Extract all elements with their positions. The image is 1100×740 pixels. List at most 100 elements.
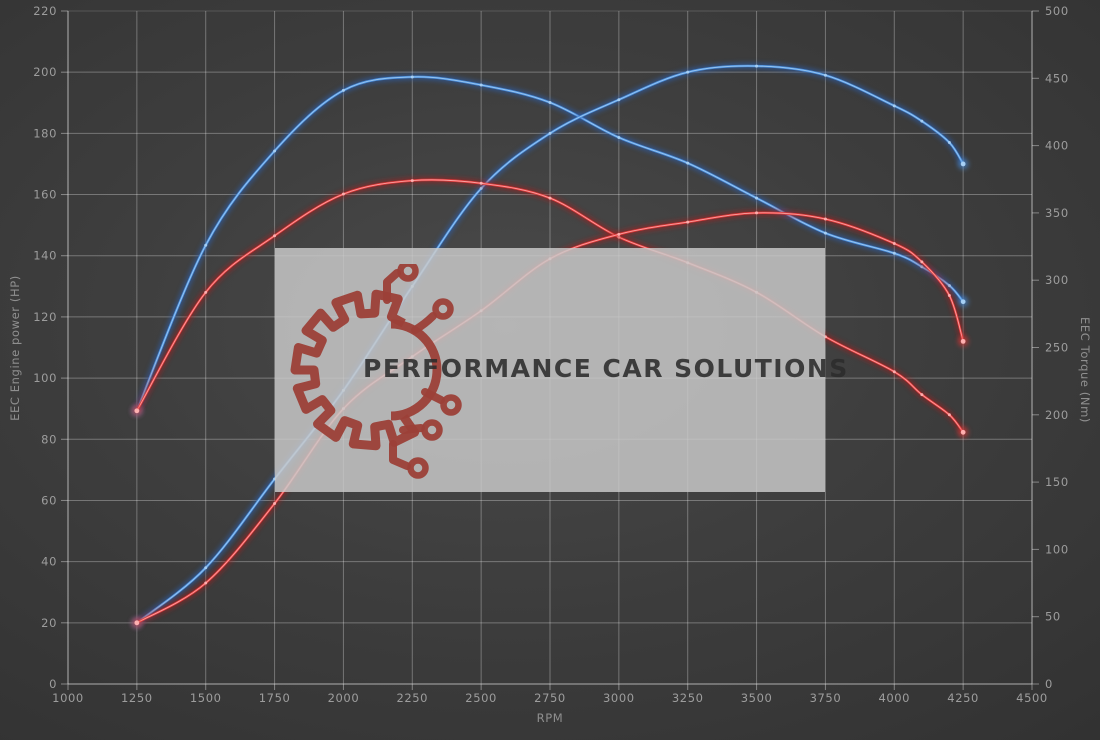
data-point-dot [755, 211, 759, 215]
curve-endpoint [134, 408, 140, 414]
right-tick-label: 250 [1045, 341, 1069, 355]
left-tick-label: 100 [33, 371, 57, 385]
x-tick-label: 2250 [396, 691, 428, 705]
data-point-dot [892, 241, 896, 245]
x-tick-label: 3750 [810, 691, 842, 705]
data-point-dot [823, 231, 827, 235]
curve-endpoint [960, 338, 966, 344]
data-point-dot [204, 290, 208, 294]
data-point-dot [410, 179, 414, 183]
data-point-dot [273, 149, 277, 153]
data-point-dot [947, 293, 951, 297]
gear-inner-arc [390, 319, 442, 421]
left-tick-label: 80 [41, 432, 57, 446]
watermark-overlay: PERFORMANCE CAR SOLUTIONS [275, 248, 849, 492]
data-point-dot [548, 196, 552, 200]
circuit-node [407, 457, 429, 479]
x-tick-label: 2500 [465, 691, 497, 705]
left-tick-label: 160 [33, 188, 57, 202]
left-tick-label: 140 [33, 249, 57, 263]
x-tick-label: 2000 [328, 691, 360, 705]
curve-blue-torque-nm-core [136, 76, 964, 411]
data-point-dot [204, 581, 208, 585]
x-axis-title: RPM [537, 711, 564, 725]
right-tick-label: 400 [1045, 139, 1069, 153]
data-point-dot [755, 196, 759, 200]
data-point-dot [548, 131, 552, 135]
watermark-text: PERFORMANCE CAR SOLUTIONS [363, 353, 849, 383]
data-point-dot [479, 181, 483, 185]
right-tick-label: 0 [1045, 677, 1053, 691]
data-point-dot [341, 192, 345, 196]
right-tick-label: 200 [1045, 408, 1069, 422]
data-point-dot [617, 136, 621, 140]
circuit-node [421, 419, 443, 441]
right-tick-label: 300 [1045, 273, 1069, 287]
circuit-trace [389, 440, 411, 470]
data-point-dot [892, 370, 896, 374]
x-tick-label: 4250 [947, 691, 979, 705]
gear-circuit-logo-icon [290, 264, 462, 479]
x-tick-label: 1750 [259, 691, 291, 705]
data-point-dot [548, 101, 552, 105]
left-tick-label: 120 [33, 310, 57, 324]
data-point-dot [892, 104, 896, 108]
left-tick-label: 180 [33, 126, 57, 140]
right-tick-label: 150 [1045, 475, 1069, 489]
x-tick-label: 4500 [1016, 691, 1048, 705]
curve-endpoint [960, 299, 966, 305]
circuit-node [440, 394, 462, 416]
right-axis-title: EEC Torque (Nm) [1078, 317, 1092, 423]
right-tick-label: 500 [1045, 4, 1069, 18]
data-point-dot [920, 393, 924, 397]
circuit-trace [383, 269, 401, 304]
data-point-dot [479, 186, 483, 190]
data-point-dot [920, 260, 924, 264]
data-point-dot [823, 73, 827, 77]
circuit-trace [411, 312, 437, 334]
right-tick-label: 100 [1045, 542, 1069, 556]
curve-endpoint [960, 161, 966, 167]
x-tick-label: 1000 [52, 691, 84, 705]
x-tick-label: 2750 [534, 691, 566, 705]
data-point-dot [479, 83, 483, 87]
right-tick-label: 450 [1045, 71, 1069, 85]
data-point-dot [755, 64, 759, 68]
x-tick-label: 3000 [603, 691, 635, 705]
left-tick-label: 40 [41, 555, 57, 569]
left-tick-label: 200 [33, 65, 57, 79]
left-tick-label: 0 [49, 677, 57, 691]
data-point-dot [204, 243, 208, 247]
data-point-dot [341, 88, 345, 92]
circuit-trace [399, 424, 425, 434]
data-point-dot [273, 234, 277, 238]
circuit-trace [421, 388, 445, 404]
data-point-dot [686, 220, 690, 224]
data-point-dot [273, 502, 277, 506]
x-tick-label: 1500 [190, 691, 222, 705]
x-tick-label: 1250 [121, 691, 153, 705]
data-point-dot [823, 217, 827, 221]
data-point-dot [892, 251, 896, 255]
data-point-dot [920, 119, 924, 123]
x-tick-label: 3250 [672, 691, 704, 705]
data-point-dot [204, 566, 208, 570]
data-point-dot [947, 141, 951, 145]
data-point-dot [686, 161, 690, 165]
left-tick-label: 60 [41, 493, 57, 507]
gear-outline [290, 289, 420, 451]
x-tick-label: 3500 [741, 691, 773, 705]
curve-endpoint [960, 429, 966, 435]
data-point-dot [686, 70, 690, 74]
circuit-node [432, 298, 454, 320]
data-point-dot [617, 232, 621, 236]
circuit-node [397, 264, 419, 282]
x-tick-label: 4000 [878, 691, 910, 705]
data-point-dot [410, 75, 414, 79]
curve-endpoint [134, 620, 140, 626]
right-tick-label: 50 [1045, 610, 1061, 624]
left-axis-title: EEC Engine power (HP) [8, 275, 22, 421]
data-point-dot [617, 98, 621, 102]
